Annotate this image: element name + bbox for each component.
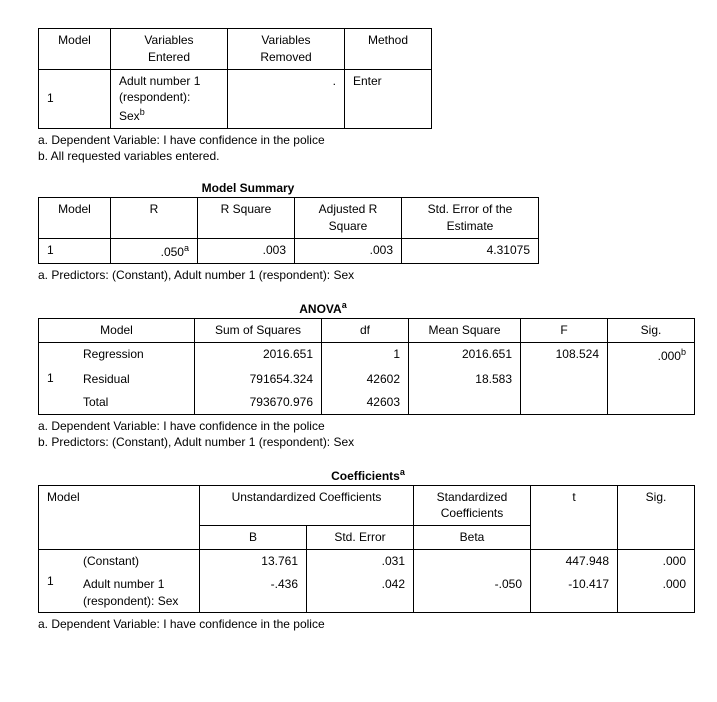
an-r1-ms: 18.583 (409, 368, 521, 391)
co-sub-beta: Beta (414, 526, 531, 550)
co-col-model: Model (39, 485, 200, 549)
co-r1-b: -.436 (200, 573, 307, 613)
anova-note-a: a. Dependent Variable: I have confidence… (38, 419, 695, 433)
co-col-std: StandardizedCoefficients (414, 485, 531, 526)
co-r1-t: -10.417 (531, 573, 618, 613)
co-r0-beta (414, 549, 531, 572)
an-r0-f: 108.524 (521, 343, 608, 368)
anova-note-b: b. Predictors: (Constant), Adult number … (38, 435, 695, 449)
ms-model: 1 (39, 238, 111, 264)
an-r2-label: Total (75, 391, 195, 414)
variables-note-b: b. All requested variables entered. (38, 149, 695, 163)
co-r1-se: .042 (307, 573, 414, 613)
coef-title: Coefficientsa (38, 467, 698, 483)
co-r1-beta: -.050 (414, 573, 531, 613)
cell-entered: Adult number 1 (respondent): Sexb (111, 69, 228, 128)
ms-col-r: R (111, 197, 198, 238)
an-r1-ss: 791654.324 (195, 368, 322, 391)
an-col-ss: Sum of Squares (195, 319, 322, 343)
an-r2-df: 42603 (322, 391, 409, 414)
co-r1-sig: .000 (618, 573, 695, 613)
an-r0-label: Regression (75, 343, 195, 368)
co-col-sig: Sig. (618, 485, 695, 549)
co-sub-se: Std. Error (307, 526, 414, 550)
model-summary-note-a: a. Predictors: (Constant), Adult number … (38, 268, 695, 282)
variables-table-block: Model VariablesEntered VariablesRemoved … (38, 28, 695, 163)
co-sub-b: B (200, 526, 307, 550)
co-r0-label: (Constant) (75, 549, 200, 572)
model-summary-title: Model Summary (38, 181, 458, 195)
col-removed: VariablesRemoved (228, 29, 345, 70)
an-r1-label: Residual (75, 368, 195, 391)
cell-method: Enter (345, 69, 432, 128)
co-r0-b: 13.761 (200, 549, 307, 572)
anova-title: ANOVAa (38, 300, 608, 316)
co-col-t: t (531, 485, 618, 549)
col-method: Method (345, 29, 432, 70)
an-r2-ms (409, 391, 521, 414)
an-col-df: df (322, 319, 409, 343)
anova-block: ANOVAa Model Sum of Squares df Mean Squa… (38, 300, 695, 448)
ms-col-stderr: Std. Error of theEstimate (402, 197, 539, 238)
an-r1-sig (608, 368, 695, 391)
ms-col-model: Model (39, 197, 111, 238)
an-col-sig: Sig. (608, 319, 695, 343)
an-r0-ss: 2016.651 (195, 343, 322, 368)
cell-model: 1 (39, 69, 111, 128)
model-summary-table: Model R R Square Adjusted RSquare Std. E… (38, 197, 539, 264)
co-r1-label: Adult number 1 (respondent): Sex (75, 573, 200, 613)
ms-rsq: .003 (198, 238, 295, 264)
co-col-unstd: Unstandardized Coefficients (200, 485, 414, 526)
an-model: 1 (39, 343, 76, 414)
entered-l1: Adult number 1 (119, 74, 200, 88)
col-entered: VariablesEntered (111, 29, 228, 70)
an-col-model: Model (39, 319, 195, 343)
an-r2-ss: 793670.976 (195, 391, 322, 414)
an-col-f: F (521, 319, 608, 343)
ms-r: .050a (111, 238, 198, 264)
variables-note-a: a. Dependent Variable: I have confidence… (38, 133, 695, 147)
col-model: Model (39, 29, 111, 70)
ms-col-rsq: R Square (198, 197, 295, 238)
an-col-ms: Mean Square (409, 319, 521, 343)
an-r2-f (521, 391, 608, 414)
co-model: 1 (39, 549, 76, 612)
entered-l2: (respondent): (119, 90, 190, 104)
an-r1-f (521, 368, 608, 391)
co-r0-se: .031 (307, 549, 414, 572)
entered-sup: b (140, 107, 145, 117)
coefficients-note-a: a. Dependent Variable: I have confidence… (38, 617, 695, 631)
an-r0-ms: 2016.651 (409, 343, 521, 368)
an-r0-df: 1 (322, 343, 409, 368)
coefficients-table: Model Unstandardized Coefficients Standa… (38, 485, 695, 614)
ms-stderr: 4.31075 (402, 238, 539, 264)
entered-l3: Sex (119, 109, 140, 123)
ms-col-adjrsq: Adjusted RSquare (295, 197, 402, 238)
coefficients-block: Coefficientsa Model Unstandardized Coeff… (38, 467, 695, 632)
variables-table: Model VariablesEntered VariablesRemoved … (38, 28, 432, 129)
ms-adjrsq: .003 (295, 238, 402, 264)
an-r1-df: 42602 (322, 368, 409, 391)
anova-table: Model Sum of Squares df Mean Square F Si… (38, 318, 695, 414)
co-r0-t: 447.948 (531, 549, 618, 572)
co-r0-sig: .000 (618, 549, 695, 572)
an-r0-sig: .000b (608, 343, 695, 368)
an-r2-sig (608, 391, 695, 414)
cell-removed: . (228, 69, 345, 128)
model-summary-block: Model Summary Model R R Square Adjusted … (38, 181, 695, 282)
